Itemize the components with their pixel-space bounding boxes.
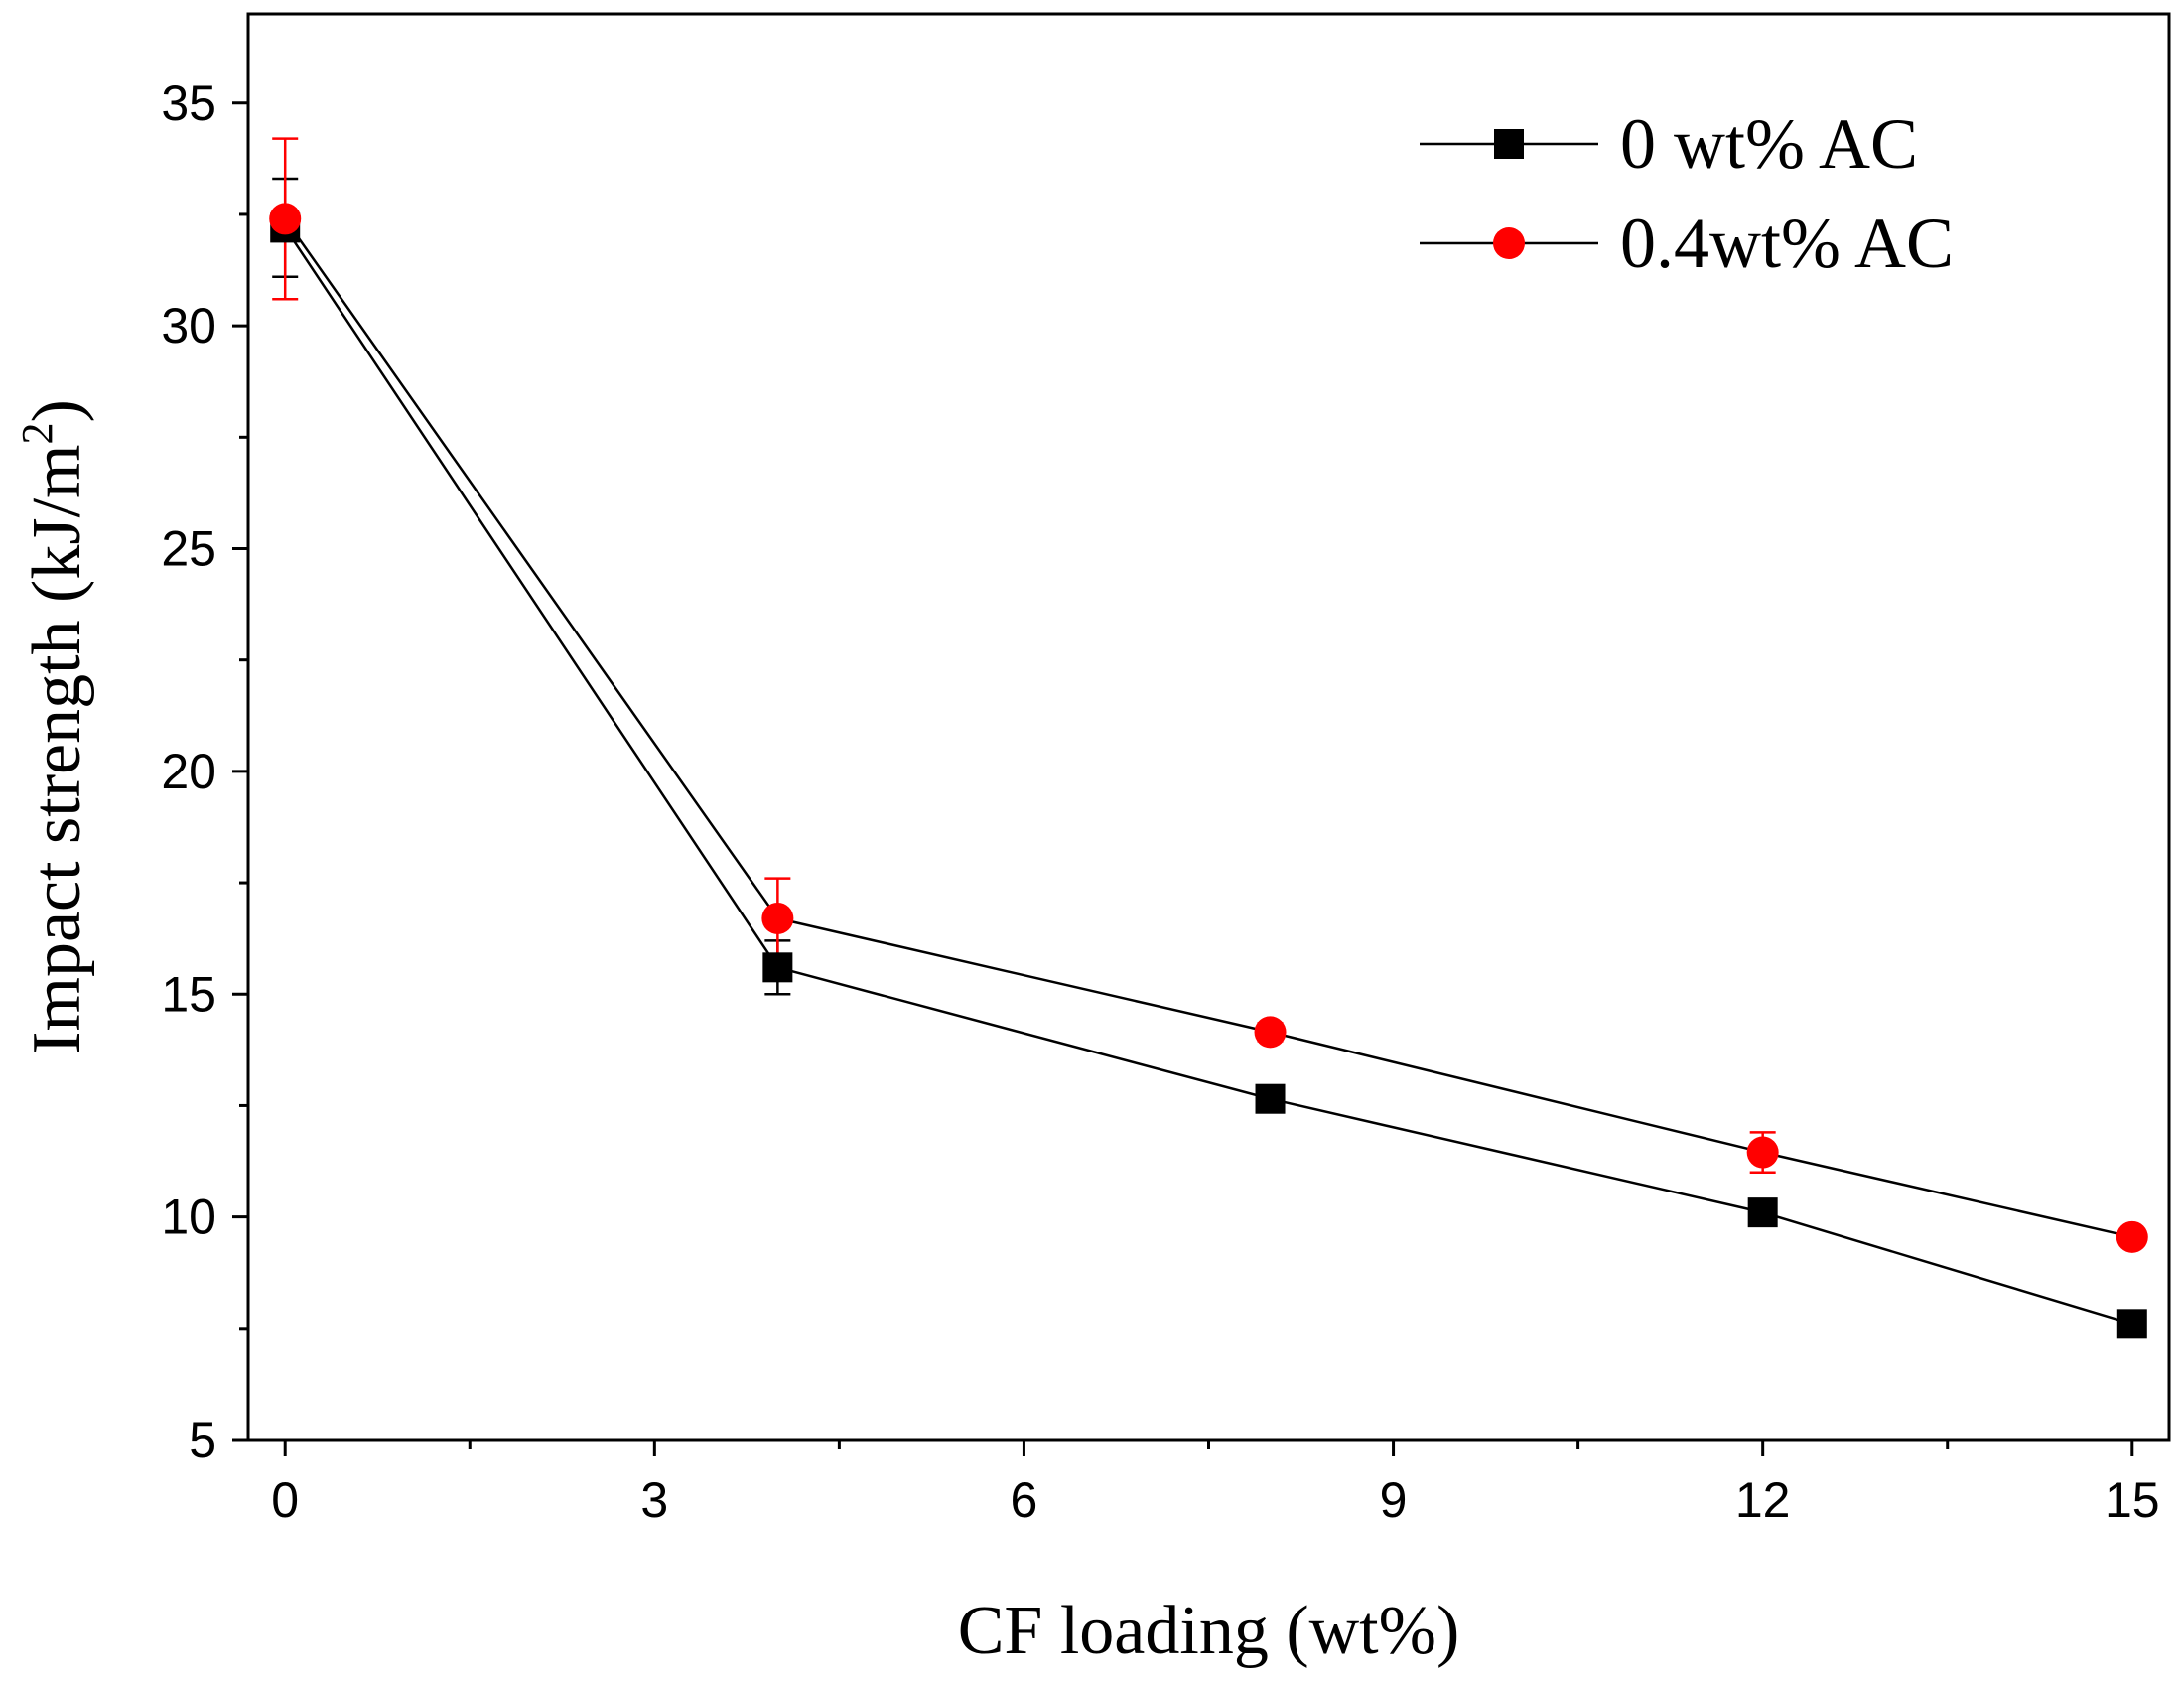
x-tick-label: 15 [2105, 1473, 2160, 1528]
y-axis-title: Impact strength (kJ/m2) [13, 399, 95, 1054]
legend: 0 wt% AC 0.4wt% AC [1420, 104, 1954, 283]
data-point-square [762, 952, 793, 983]
x-tick-label: 9 [1380, 1473, 1408, 1528]
series-line [284, 226, 2133, 1326]
x-tick-label: 0 [271, 1473, 299, 1528]
y-tick-label: 35 [161, 75, 216, 131]
series-line [284, 217, 2133, 1239]
data-point-circle [2116, 1220, 2148, 1253]
x-tick-label: 6 [1011, 1473, 1038, 1528]
axes: 0 3 6 9 12 15 5 10 15 20 25 30 35 [161, 12, 2171, 1528]
data-point-square [1747, 1197, 1778, 1228]
y-axis-title-close: ) [19, 399, 95, 422]
x-axis-title: CF loading (wt%) [958, 1593, 1460, 1669]
y-tick-label: 30 [161, 298, 216, 353]
data-point-circle [269, 203, 302, 235]
legend-label: 0.4wt% AC [1620, 204, 1954, 283]
series-lines [284, 217, 2133, 1326]
legend-marker-circle [1493, 227, 1525, 259]
x-tick-label: 3 [640, 1473, 668, 1528]
y-axis-title-main: Impact strength (kJ/m [19, 445, 95, 1054]
y-tick-label: 20 [161, 744, 216, 799]
data-point-square [1255, 1083, 1286, 1114]
y-tick-label: 25 [161, 521, 216, 577]
error-bars [272, 137, 2145, 1332]
y-tick-label: 10 [161, 1190, 216, 1245]
data-point-circle [1746, 1136, 1779, 1169]
x-tick-label: 12 [1735, 1473, 1791, 1528]
legend-marker-square [1494, 129, 1524, 159]
data-point-circle [1254, 1016, 1287, 1049]
data-point-square [2116, 1309, 2147, 1339]
y-axis-title-superscript: 2 [13, 423, 62, 445]
data-point-circle [761, 902, 794, 934]
legend-label: 0 wt% AC [1620, 104, 1918, 184]
data-markers [269, 203, 2148, 1339]
y-tick-label: 15 [161, 966, 216, 1022]
y-tick-label: 5 [189, 1412, 216, 1468]
